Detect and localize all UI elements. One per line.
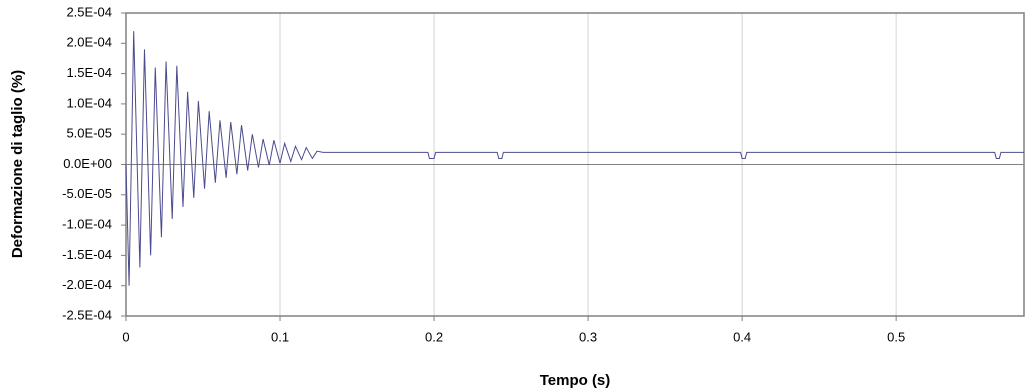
data-line	[125, 31, 1024, 286]
y-tick-label: 2.5E-04	[66, 4, 112, 19]
y-axis-title: Deformazione di taglio (%)	[9, 70, 26, 258]
x-tick-label: 0.1	[271, 329, 289, 344]
y-tick-label: 1.5E-04	[66, 65, 112, 80]
x-tick-label: 0.4	[733, 329, 751, 344]
y-tick-label: -2.5E-04	[62, 307, 112, 322]
x-tick-label: 0	[122, 329, 129, 344]
y-tick-label: 2.0E-04	[66, 35, 112, 50]
x-axis-title: Tempo (s)	[540, 372, 611, 389]
y-tick-label: -2.0E-04	[62, 277, 112, 292]
y-tick-label: 0.0E+00	[63, 156, 112, 171]
y-tick-label: -1.5E-04	[62, 247, 112, 262]
x-tick-label: 0.2	[425, 329, 443, 344]
x-tick-label: 0.5	[887, 329, 905, 344]
y-tick-label: 5.0E-05	[66, 126, 112, 141]
y-tick-label: -1.0E-04	[62, 217, 112, 232]
x-tick-label: 0.3	[579, 329, 597, 344]
y-tick-label: 1.0E-04	[66, 95, 112, 110]
y-tick-label: -5.0E-05	[62, 186, 112, 201]
